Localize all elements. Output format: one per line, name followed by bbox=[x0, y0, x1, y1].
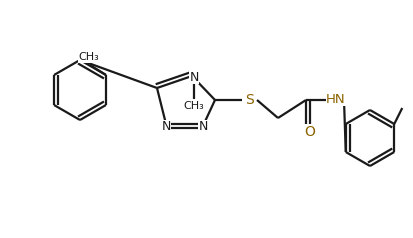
Text: N: N bbox=[189, 70, 198, 84]
Text: CH₃: CH₃ bbox=[183, 101, 204, 111]
Text: CH₃: CH₃ bbox=[78, 52, 99, 62]
Text: N: N bbox=[161, 120, 170, 134]
Text: S: S bbox=[245, 93, 254, 107]
Text: N: N bbox=[198, 120, 207, 134]
Text: HN: HN bbox=[325, 93, 345, 105]
Text: O: O bbox=[304, 125, 315, 139]
